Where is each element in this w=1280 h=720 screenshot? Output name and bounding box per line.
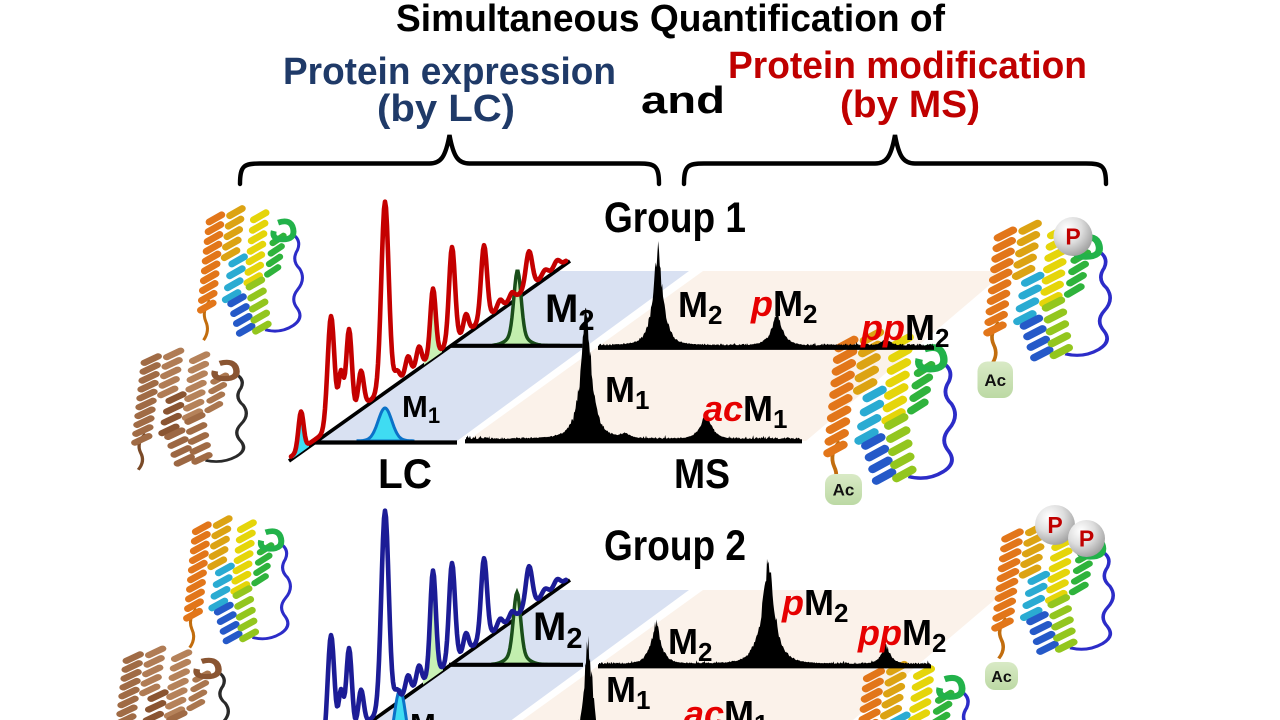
svg-text:M2: M2 (668, 621, 712, 667)
svg-text:Ac: Ac (984, 371, 1006, 390)
svg-text:acM1: acM1 (703, 388, 788, 434)
svg-text:LC: LC (378, 450, 432, 497)
svg-text:Protein expression: Protein expression (283, 51, 616, 93)
svg-text:(by LC): (by LC) (377, 88, 515, 130)
svg-text:M1: M1 (605, 369, 649, 415)
svg-text:Ac: Ac (991, 669, 1012, 686)
svg-text:M2: M2 (678, 284, 722, 330)
svg-text:ppM2: ppM2 (860, 307, 949, 353)
svg-text:P: P (1065, 224, 1080, 250)
svg-text:M2: M2 (545, 287, 594, 337)
svg-text:acM1: acM1 (684, 693, 769, 720)
svg-text:(by MS): (by MS) (840, 84, 980, 126)
svg-text:MS: MS (674, 450, 730, 497)
svg-text:M2: M2 (533, 605, 582, 655)
svg-text:M1: M1 (606, 669, 650, 715)
svg-text:pM2: pM2 (781, 582, 848, 628)
svg-text:M1: M1 (402, 389, 440, 428)
svg-text:M1: M1 (410, 707, 448, 720)
svg-text:Protein modification: Protein modification (728, 45, 1087, 87)
svg-text:Ac: Ac (833, 481, 855, 500)
svg-text:P: P (1047, 512, 1062, 538)
svg-text:Group 1: Group 1 (604, 194, 746, 242)
svg-text:ppM2: ppM2 (857, 612, 946, 658)
svg-text:Simultaneous Quantification of: Simultaneous Quantification of (396, 0, 945, 40)
svg-text:pM2: pM2 (750, 283, 817, 329)
svg-text:Group 2: Group 2 (604, 522, 746, 570)
svg-text:and: and (641, 80, 725, 122)
svg-text:P: P (1079, 526, 1094, 552)
